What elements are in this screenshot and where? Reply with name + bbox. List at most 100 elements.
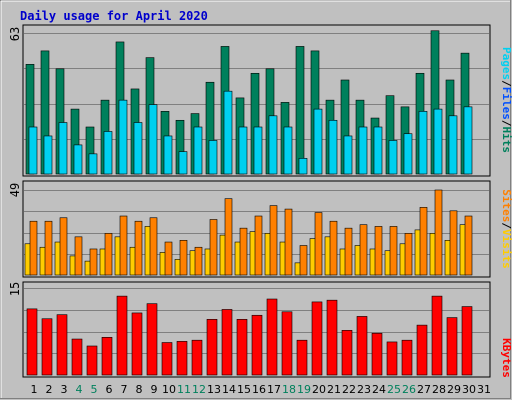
files-bar [118, 99, 128, 175]
kbytes-bar [416, 324, 428, 376]
files-bar [463, 106, 473, 175]
x-tick-label: 13 [207, 383, 221, 396]
kbytes-bar [131, 312, 143, 376]
x-tick-label: 8 [136, 383, 143, 396]
visits-bar [119, 215, 128, 276]
files-bar [388, 140, 398, 175]
x-tick-label: 16 [252, 383, 266, 396]
visits-bar [149, 217, 158, 276]
visits-bar [44, 220, 53, 276]
visits-bar [434, 189, 443, 276]
visits-bar [164, 241, 173, 276]
hits-bar [295, 46, 305, 175]
y-max-label-visits: 49 [8, 183, 22, 197]
kbytes-bar [401, 339, 413, 376]
x-tick-label: 23 [357, 383, 371, 396]
visits-bar [104, 233, 113, 276]
visits-bar [299, 245, 308, 276]
visits-bar [89, 248, 98, 276]
x-tick-label: 21 [327, 383, 341, 396]
x-tick-label: 18 [282, 383, 296, 396]
files-bar [448, 115, 458, 175]
files-bar [88, 153, 98, 175]
x-tick-label: 25 [387, 383, 401, 396]
files-bar [43, 135, 53, 175]
visits-bar [269, 205, 278, 276]
x-tick-label: 28 [432, 383, 446, 396]
files-bar [178, 151, 188, 175]
x-tick-label: 9 [151, 383, 158, 396]
x-tick-label: 12 [192, 383, 206, 396]
visits-bar [74, 236, 83, 276]
chart-bars [24, 30, 473, 376]
visits-bar [419, 207, 428, 276]
x-tick-label: 29 [447, 383, 461, 396]
visits-bar [29, 220, 38, 276]
chart-title: Daily usage for April 2020 [20, 9, 208, 23]
visits-bar [344, 227, 353, 276]
visits-bar [374, 226, 383, 276]
legend-separator: / [500, 80, 512, 87]
files-bar [403, 133, 413, 175]
kbytes-bar [221, 309, 233, 376]
visits-bar [239, 227, 248, 276]
kbytes-bar [251, 314, 263, 376]
legend-files: Files [500, 87, 512, 120]
kbytes-bar [326, 299, 338, 376]
x-tick-label: 15 [237, 383, 251, 396]
kbytes-bar [446, 317, 458, 376]
legend-separator: / [500, 222, 512, 229]
x-tick-label: 30 [462, 383, 476, 396]
legend-kbytes: KBytes [500, 338, 512, 378]
files-bar [28, 126, 38, 175]
kbytes-bar [176, 341, 188, 376]
files-bar [58, 122, 68, 175]
kbytes-bar [296, 339, 308, 376]
x-tick-label: 6 [106, 383, 113, 396]
files-bar [328, 119, 338, 175]
kbytes-bar [461, 306, 473, 376]
visits-bar [359, 224, 368, 276]
legend-hits-files-pages: Pages/Files/Hits [500, 47, 512, 153]
x-tick-label: 10 [162, 383, 176, 396]
kbytes-bar [371, 332, 383, 376]
kbytes-bar [236, 319, 248, 376]
files-bar [343, 135, 353, 175]
y-max-label-hits: 63 [8, 27, 22, 41]
files-bar [433, 108, 443, 175]
kbytes-bar [386, 341, 398, 376]
kbytes-bar [191, 339, 203, 376]
files-bar [148, 104, 158, 175]
x-tick-label: 11 [177, 383, 191, 396]
legend-visits: Visits [500, 229, 512, 269]
x-tick-label: 26 [402, 383, 416, 396]
visits-bar [134, 220, 143, 276]
files-bar [268, 115, 278, 175]
x-tick-label: 19 [297, 383, 311, 396]
kbytes-bar [26, 308, 38, 376]
kbytes-bar [356, 316, 368, 376]
visits-bar [179, 240, 188, 276]
visits-bar [329, 220, 338, 276]
x-tick-label: 7 [121, 383, 128, 396]
visits-bar [464, 215, 473, 276]
visits-bar [284, 208, 293, 276]
legend-sites: Sites [500, 189, 512, 222]
files-bar [208, 140, 218, 175]
kbytes-bar [431, 295, 443, 376]
files-bar [73, 144, 83, 175]
files-bar [223, 90, 233, 175]
kbytes-bar [116, 295, 128, 376]
files-bar [313, 108, 323, 175]
kbytes-bar [266, 298, 278, 376]
x-tick-label: 27 [417, 383, 431, 396]
visits-bar [59, 217, 68, 276]
x-tick-label: 24 [372, 383, 386, 396]
files-bar [238, 126, 248, 175]
visits-bar [404, 233, 413, 276]
kbytes-bar [41, 318, 53, 376]
x-tick-label: 5 [91, 383, 98, 396]
x-tick-label: 14 [222, 383, 236, 396]
visits-bar [224, 198, 233, 276]
x-tick-label: 3 [61, 383, 68, 396]
